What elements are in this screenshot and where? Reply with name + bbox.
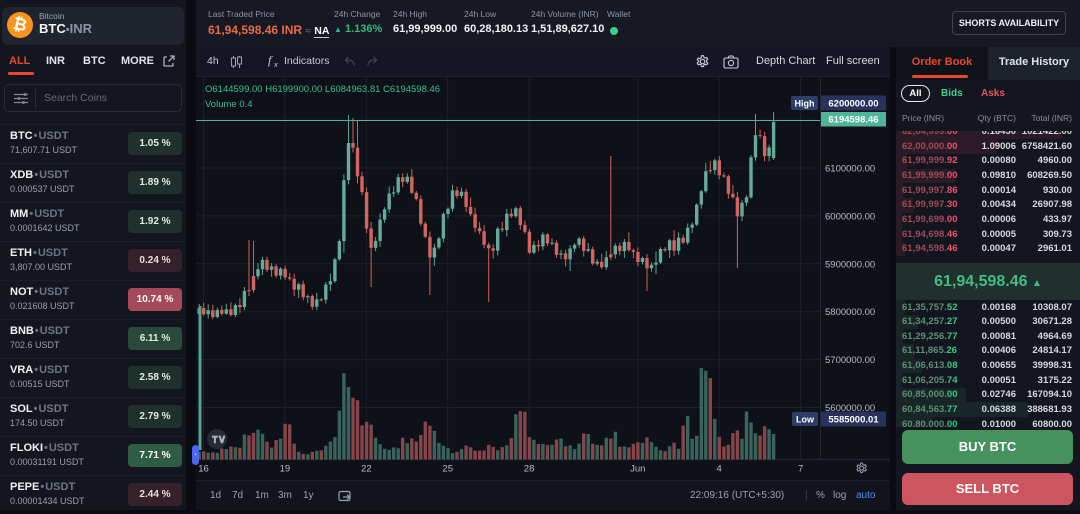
svg-text:4: 4 bbox=[717, 464, 722, 475]
svg-text:6194598.46: 6194598.46 bbox=[828, 115, 878, 126]
svg-text:High: High bbox=[795, 99, 815, 109]
svg-text:6000000.00: 6000000.00 bbox=[825, 211, 875, 222]
svg-text:5585000.01: 5585000.01 bbox=[828, 415, 879, 426]
svg-text:Volume 0.4: Volume 0.4 bbox=[205, 99, 253, 110]
svg-text:28: 28 bbox=[524, 464, 535, 475]
svg-text:5900000.00: 5900000.00 bbox=[825, 259, 875, 270]
svg-text:5600000.00: 5600000.00 bbox=[825, 403, 875, 414]
svg-text:6200000.00: 6200000.00 bbox=[828, 99, 878, 110]
svg-text:Low: Low bbox=[796, 415, 815, 425]
svg-text:O6144599.00 H6199900.00 L60849: O6144599.00 H6199900.00 L6084963.81 C619… bbox=[205, 84, 440, 95]
svg-text:22: 22 bbox=[361, 464, 372, 475]
svg-text:19: 19 bbox=[280, 464, 291, 475]
svg-text:6100000.00: 6100000.00 bbox=[825, 164, 875, 175]
svg-text:16: 16 bbox=[198, 464, 209, 475]
svg-text:5800000.00: 5800000.00 bbox=[825, 307, 875, 318]
svg-text:25: 25 bbox=[442, 464, 453, 475]
svg-text:Jun: Jun bbox=[630, 464, 645, 475]
svg-text:7: 7 bbox=[798, 464, 803, 475]
svg-text:5700000.00: 5700000.00 bbox=[825, 355, 875, 366]
